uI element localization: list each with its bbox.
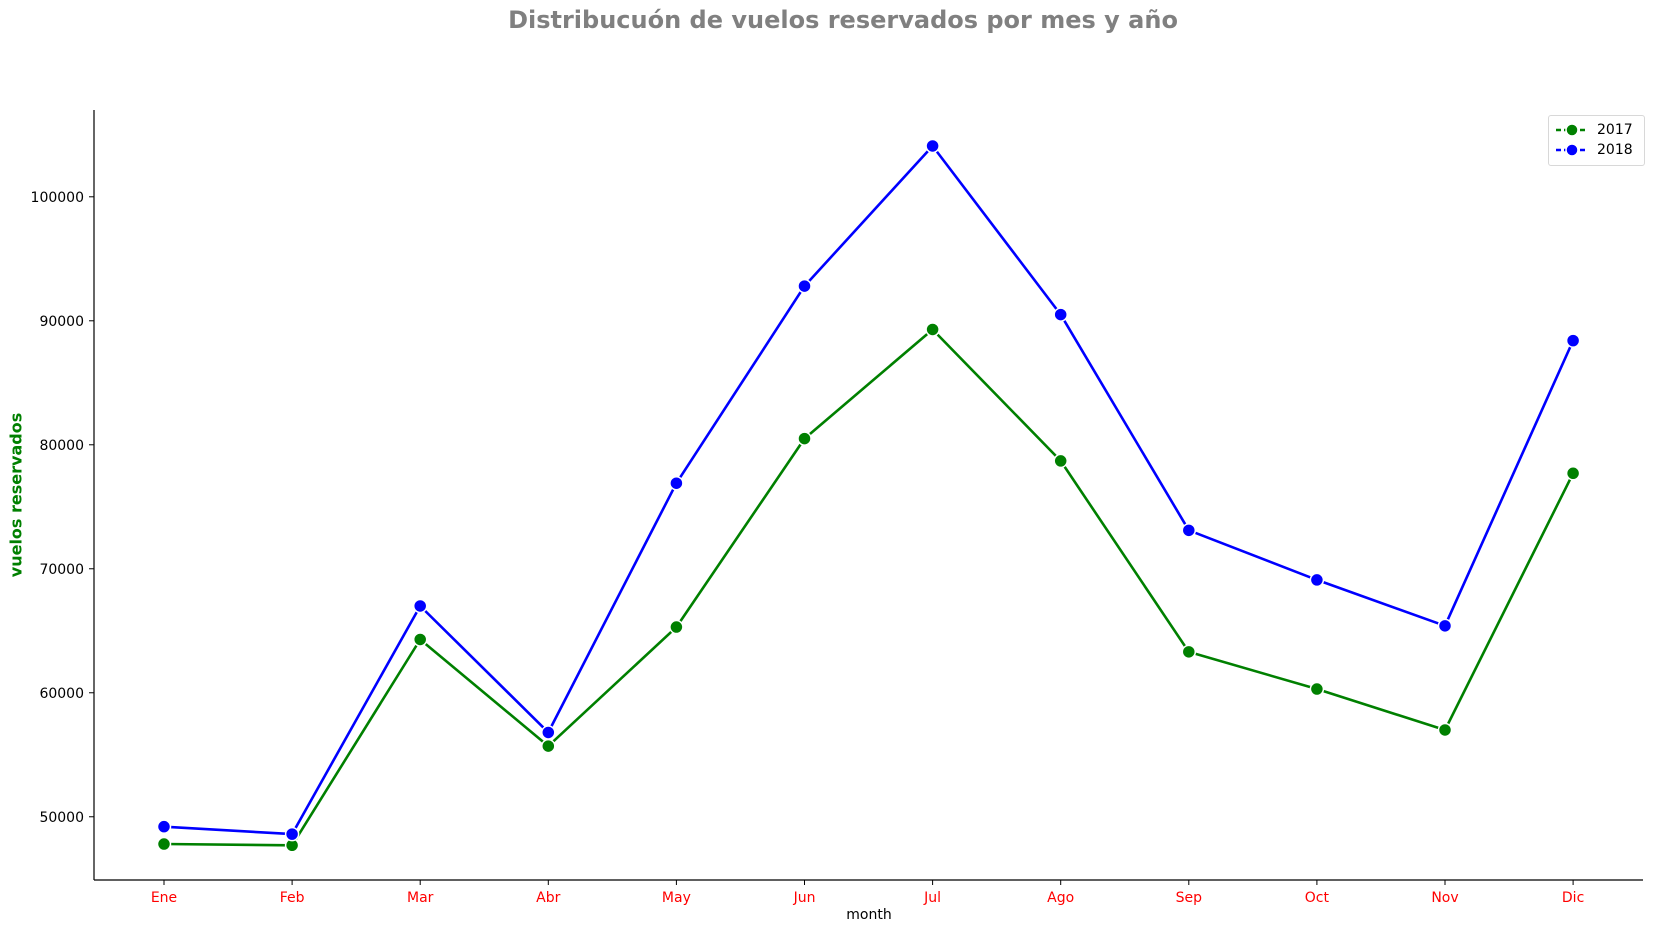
data-point-2017: [925, 322, 940, 337]
x-tick-label: Ago: [1047, 890, 1074, 906]
y-axis-ticks: 50000 60000 70000 80000 90000 100000: [31, 190, 94, 826]
x-tick-label: May: [662, 890, 691, 906]
data-point-2018: [797, 278, 812, 294]
y-axis-label: vuelos reservados: [6, 412, 26, 578]
data-point-2018: [669, 475, 684, 491]
x-tick-label: Oct: [1305, 890, 1330, 906]
legend-label-2017: 2017: [1597, 122, 1633, 138]
data-point-2017: [669, 619, 684, 635]
data-point-2018: [284, 826, 300, 842]
y-tick-label: 60000: [39, 686, 84, 702]
x-tick-label: Feb: [280, 890, 305, 906]
data-point-2017: [1053, 453, 1068, 469]
x-tick-label: Nov: [1431, 890, 1458, 906]
x-tick-label: Dic: [1562, 890, 1584, 906]
legend: 2017 2018: [1548, 115, 1645, 166]
data-point-2018: [925, 138, 940, 154]
y-tick-label: 70000: [39, 562, 84, 578]
series-line-2018: [163, 144, 1575, 836]
y-tick-label: 100000: [31, 190, 84, 206]
data-point-2017: [412, 632, 428, 647]
data-point-2018: [1181, 523, 1197, 538]
x-tick-label: Ene: [151, 890, 177, 906]
data-point-2018: [156, 819, 172, 834]
legend-marker-2018: [1556, 143, 1588, 157]
data-point-2017: [1181, 644, 1197, 660]
series-points: [156, 138, 1581, 853]
y-tick-label: 50000: [39, 810, 84, 826]
legend-item-2017: 2017: [1555, 120, 1633, 140]
data-point-2018: [1437, 618, 1453, 634]
x-tick-label: Mar: [407, 890, 434, 906]
series-line-2017: [163, 328, 1575, 847]
x-tick-label: Sep: [1176, 890, 1203, 906]
x-tick-label: Jul: [923, 890, 941, 906]
data-point-2017: [541, 738, 556, 754]
y-tick-label: 80000: [39, 438, 84, 454]
data-point-2017: [1565, 466, 1581, 481]
x-tick-label: Jun: [793, 890, 816, 906]
data-point-2017: [1309, 681, 1325, 697]
data-point-2017: [1437, 722, 1453, 738]
data-point-2018: [1053, 307, 1068, 322]
data-point-2017: [156, 836, 172, 852]
data-point-2018: [1309, 572, 1325, 588]
data-point-2018: [1565, 333, 1581, 348]
legend-label-2018: 2018: [1597, 142, 1633, 158]
x-axis-ticks: Ene Feb Mar Abr May Jun Jul Ago Sep Oct Nov Dic: [151, 880, 1584, 906]
axes: [93, 110, 1643, 881]
data-point-2017: [797, 431, 812, 446]
data-point-2018: [412, 598, 428, 614]
series-lines: [163, 144, 1575, 847]
data-point-2018: [541, 725, 556, 740]
chart-title: Distribucuón de vuelos reservados por me…: [508, 6, 1178, 34]
x-tick-label: Abr: [536, 890, 560, 906]
legend-item-2018: 2018: [1555, 140, 1633, 160]
x-axis-label: month: [846, 907, 892, 923]
legend-marker-2017: [1556, 123, 1588, 137]
y-tick-label: 90000: [39, 314, 84, 330]
